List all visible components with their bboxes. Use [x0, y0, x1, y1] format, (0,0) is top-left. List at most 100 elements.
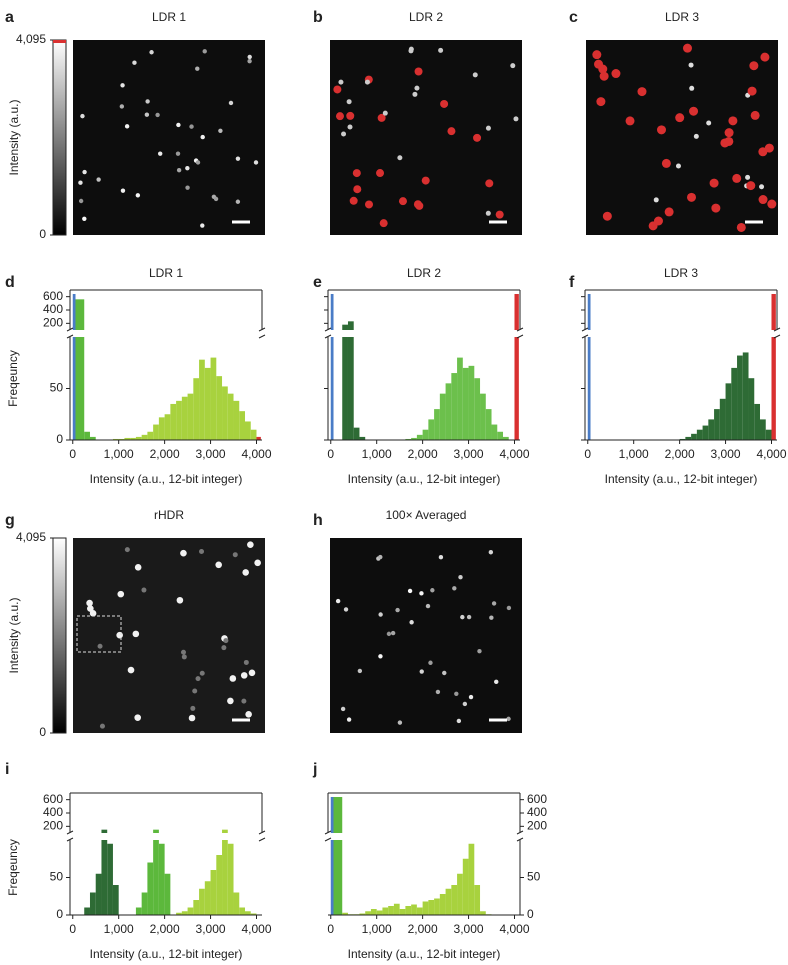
- spot: [456, 718, 462, 724]
- spot: [200, 134, 205, 140]
- histogram-bar: [376, 910, 383, 915]
- histogram-bar: [222, 386, 228, 440]
- spot: [491, 601, 497, 606]
- histogram-bar: [474, 885, 481, 915]
- spot: [341, 131, 347, 137]
- colorbar-saturation: [53, 40, 66, 43]
- histogram-bar: [416, 434, 423, 440]
- histogram-bar: [135, 907, 142, 915]
- histogram-bar: [405, 438, 412, 440]
- spot: [132, 60, 137, 65]
- histogram-bar: [176, 400, 182, 440]
- histogram-bar: [112, 438, 119, 440]
- spot: [199, 670, 205, 676]
- histogram-bar: [771, 337, 776, 440]
- spot: [466, 614, 472, 620]
- spot: [438, 555, 444, 560]
- histogram-bar: [153, 840, 159, 915]
- x-tick-label: 3,000: [196, 447, 226, 461]
- histogram-bar: [89, 892, 96, 915]
- spot: [195, 66, 200, 71]
- x-axis-label: Intensity (a.u., 12-bit integer): [90, 472, 243, 486]
- spot: [682, 43, 692, 53]
- histogram-bar: [497, 431, 504, 440]
- histogram-bar: [714, 409, 720, 440]
- spot: [485, 125, 491, 131]
- histogram-bar: [75, 337, 85, 440]
- axis-break: [258, 830, 266, 835]
- spot: [221, 645, 227, 651]
- histogram-bar: [760, 419, 766, 440]
- histogram-bar: [170, 403, 177, 440]
- axis-break: [66, 334, 74, 339]
- histogram-bar: [382, 907, 389, 915]
- histogram-bar: [164, 414, 171, 440]
- axis-break: [258, 837, 266, 842]
- histogram-bar: [333, 840, 343, 915]
- y-axis-label: Freqeuncy: [6, 839, 20, 896]
- x-tick-label: 3,000: [454, 447, 484, 461]
- spot: [395, 607, 400, 613]
- histogram-panel: f LDR 3 0 1,000 2,000 3,000 4,000 Intensity (a.…: [569, 266, 787, 486]
- histogram-bar: [388, 906, 394, 915]
- colorbar: [52, 537, 67, 734]
- spot: [132, 630, 140, 638]
- spot: [119, 104, 125, 109]
- spot: [764, 143, 774, 153]
- spot: [759, 184, 765, 190]
- axis-break: [773, 334, 781, 339]
- histogram-bar: [95, 873, 102, 915]
- histogram-bar: [445, 888, 452, 915]
- histogram-bar: [158, 843, 165, 915]
- x-tick-label: 4,000: [241, 922, 271, 936]
- histogram-bar: [135, 436, 142, 440]
- spot: [253, 160, 259, 165]
- histogram-bar: [393, 903, 400, 915]
- histogram-bar: [462, 367, 469, 440]
- y-tick-label: 0: [56, 432, 63, 446]
- histogram-bar: [679, 438, 686, 440]
- spot: [592, 50, 602, 60]
- spot: [181, 654, 187, 660]
- x-tick-label: 1,000: [104, 447, 134, 461]
- panel-title: 100× Averaged: [386, 508, 467, 522]
- spot: [96, 177, 101, 182]
- spot: [242, 569, 249, 576]
- spot: [78, 180, 83, 185]
- spot: [141, 587, 147, 593]
- x-tick-label: 2,000: [408, 922, 438, 936]
- spot: [724, 136, 734, 146]
- histogram-bar-upper: [101, 829, 108, 833]
- axis-break: [773, 327, 781, 332]
- histogram-bar: [474, 378, 481, 440]
- spot: [408, 48, 414, 54]
- histogram-bar: [731, 367, 738, 440]
- histogram-bar: [439, 393, 446, 440]
- spot: [335, 112, 344, 121]
- histogram-bar: [685, 436, 692, 440]
- spot: [407, 588, 413, 594]
- spot: [409, 620, 414, 625]
- histogram-bar: [84, 431, 90, 440]
- axis-break: [258, 334, 266, 339]
- spot: [599, 71, 609, 81]
- histogram-bar: [468, 365, 475, 440]
- x-axis-label: Intensity (a.u., 12-bit integer): [348, 472, 501, 486]
- spot: [247, 58, 252, 64]
- histogram-bar: [124, 437, 131, 440]
- spot: [472, 72, 478, 78]
- histogram-bar: [239, 907, 246, 915]
- image-panel: c LDR 3: [569, 9, 778, 235]
- histogram-bar-upper: [587, 294, 591, 330]
- spot: [767, 199, 777, 209]
- spot: [247, 54, 252, 60]
- histogram-bar: [181, 911, 188, 915]
- spot: [442, 670, 447, 676]
- panel-letter: b: [313, 9, 323, 26]
- panel-letter: a: [5, 9, 14, 26]
- spot: [661, 158, 671, 168]
- histogram-bar: [748, 378, 755, 440]
- histogram-bar: [434, 409, 440, 440]
